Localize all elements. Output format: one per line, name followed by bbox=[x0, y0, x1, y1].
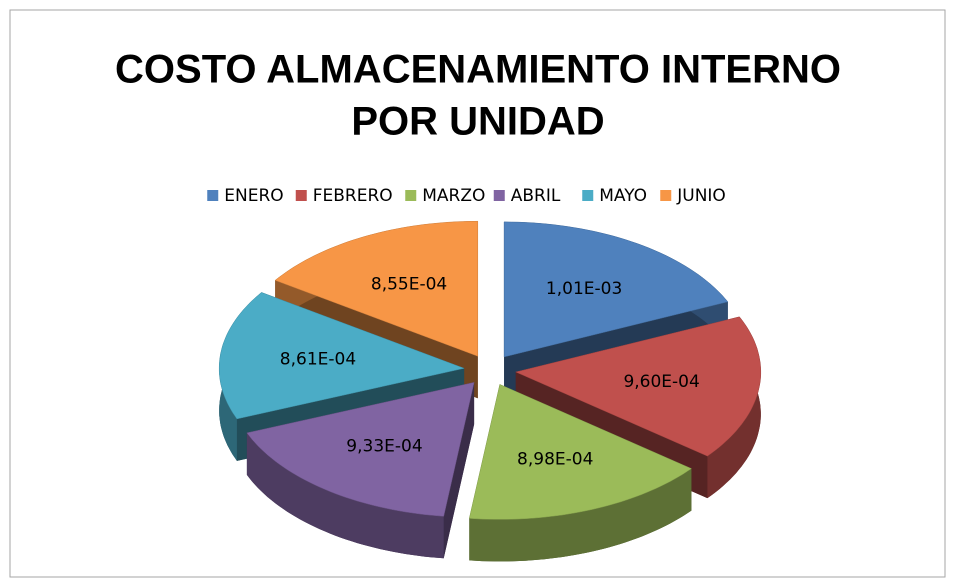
chart-title: POR UNIDAD bbox=[351, 100, 604, 144]
legend-swatch bbox=[405, 190, 417, 201]
slice bbox=[468, 384, 692, 520]
data-label: 8,98E-04 bbox=[517, 449, 593, 469]
legend-swatch bbox=[660, 190, 672, 201]
data-label: 1,01E-03 bbox=[546, 279, 622, 299]
legend-swatch bbox=[207, 190, 219, 201]
slice bbox=[218, 292, 465, 420]
legend-label: ENERO bbox=[224, 186, 283, 206]
data-label: 9,33E-04 bbox=[346, 437, 422, 457]
legend-label: JUNIO bbox=[676, 186, 726, 206]
slice-side bbox=[246, 432, 444, 559]
slice bbox=[503, 221, 729, 358]
slice bbox=[274, 220, 479, 357]
legend-label: MARZO bbox=[422, 186, 485, 206]
slice bbox=[515, 316, 762, 457]
slice bbox=[468, 384, 692, 562]
legend-label: ABRIL bbox=[511, 186, 561, 206]
data-label: 9,60E-04 bbox=[623, 372, 699, 392]
slice bbox=[246, 382, 475, 517]
legend-swatch bbox=[582, 190, 594, 201]
chart-title: COSTO ALMACENAMIENTO INTERNO bbox=[115, 48, 841, 92]
slice-side bbox=[469, 468, 692, 562]
data-label: 8,61E-04 bbox=[280, 350, 356, 370]
slice-side bbox=[443, 382, 475, 559]
data-label: 8,55E-04 bbox=[371, 275, 447, 295]
legend-swatch bbox=[493, 190, 505, 201]
legend-swatch bbox=[295, 190, 307, 201]
slice bbox=[246, 382, 475, 559]
legend-label: MAYO bbox=[599, 186, 647, 206]
legend-label: FEBRERO bbox=[313, 186, 393, 206]
